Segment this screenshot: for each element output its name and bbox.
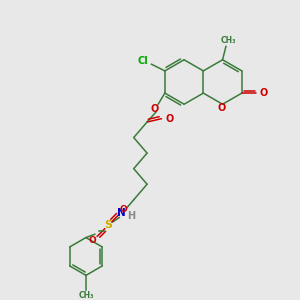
Text: Cl: Cl bbox=[137, 56, 148, 66]
Text: O: O bbox=[89, 236, 97, 245]
Text: O: O bbox=[120, 205, 127, 214]
Text: O: O bbox=[217, 103, 226, 112]
Text: H: H bbox=[128, 212, 136, 221]
Text: S: S bbox=[104, 220, 112, 230]
Text: O: O bbox=[151, 104, 159, 114]
Text: O: O bbox=[165, 114, 173, 124]
Text: CH₃: CH₃ bbox=[78, 291, 94, 300]
Text: N: N bbox=[117, 208, 126, 218]
Text: CH₃: CH₃ bbox=[220, 36, 236, 45]
Text: O: O bbox=[260, 88, 268, 98]
